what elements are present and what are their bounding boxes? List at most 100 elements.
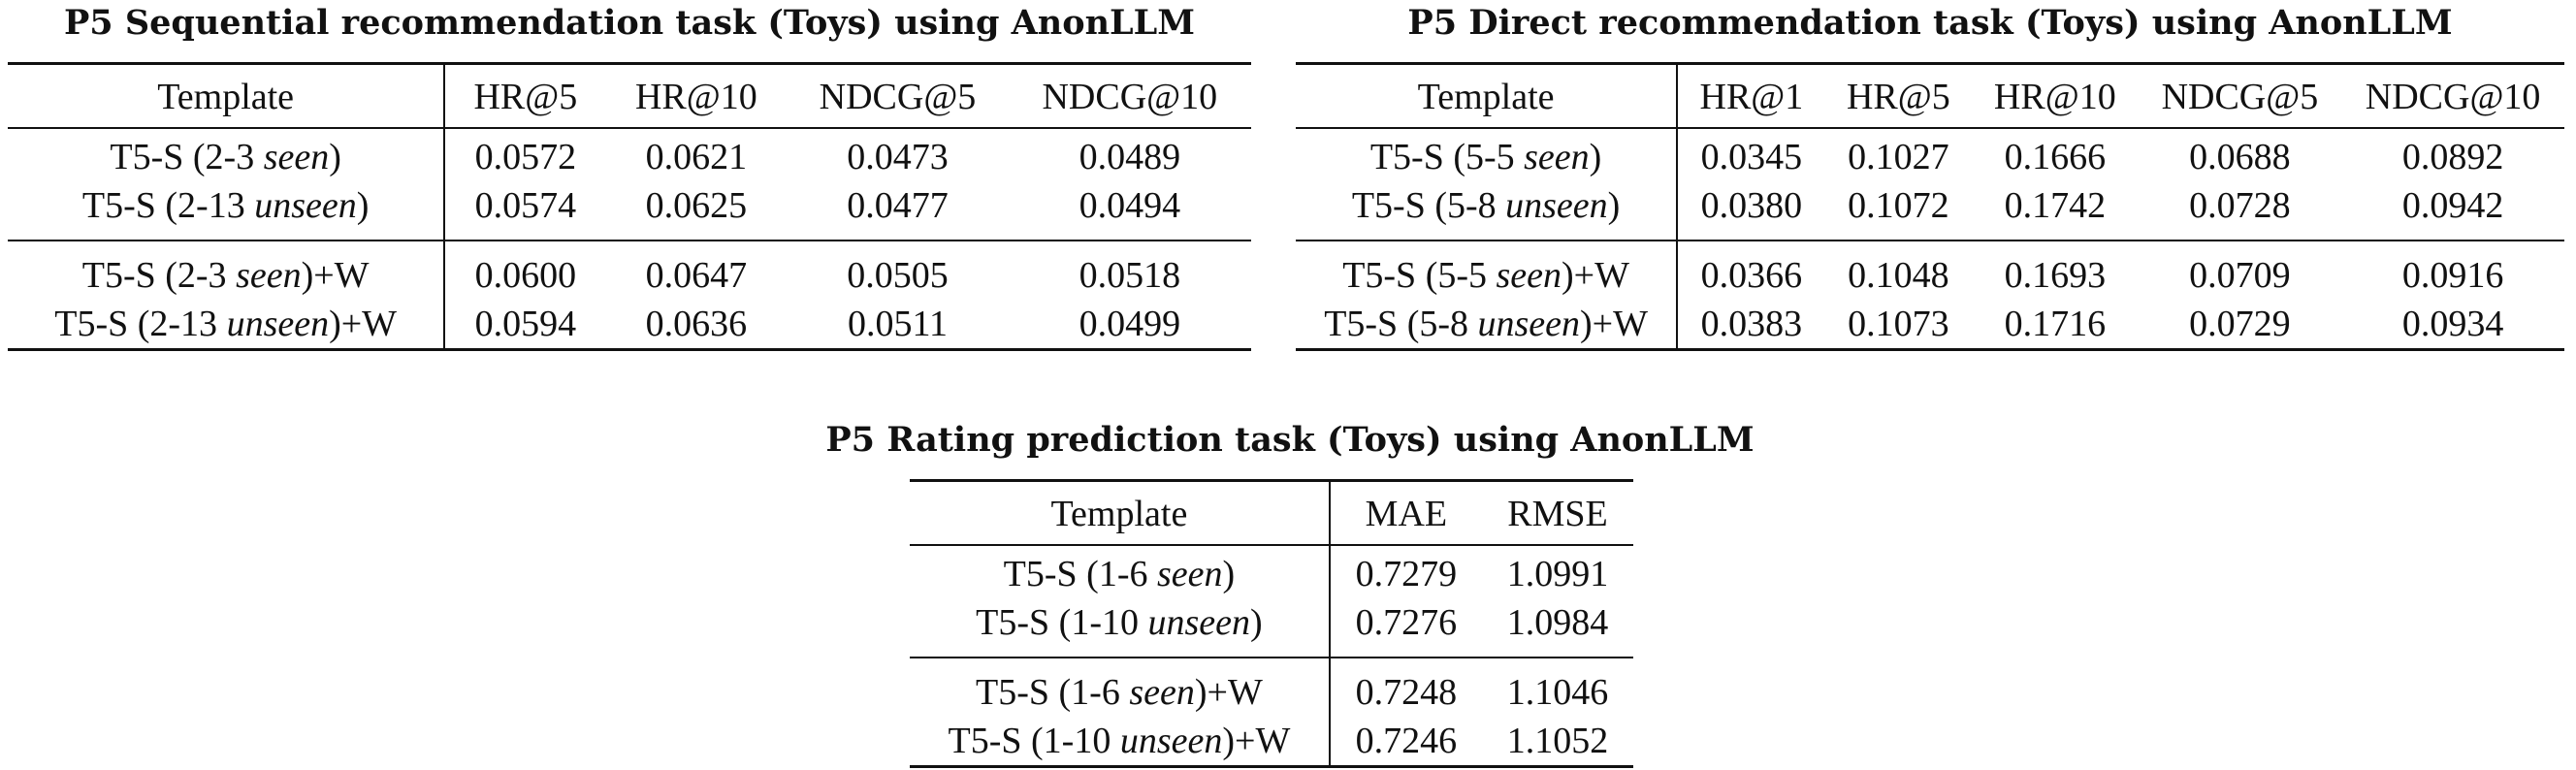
template-split-label: seen [1129, 672, 1195, 713]
rating-table-block: P5 Rating prediction task (Toys) using A… [757, 421, 1823, 768]
metric-value-cell: 0.1073 [1848, 304, 1949, 344]
rating-table-title: P5 Rating prediction task (Toys) using A… [825, 420, 1755, 460]
template-suffix: ) [329, 137, 341, 177]
template-split-label: seen [1156, 554, 1223, 594]
metric-value-cell: 0.0600 [444, 240, 606, 300]
table-row: T5-S (2-13 unseen) 0.0574 0.0625 0.0477 0.04… [8, 181, 1251, 241]
column-header-template: Template [1296, 63, 1679, 129]
table-row: T5-S (1-10 unseen)+W 0.7246 1.1052 [910, 717, 1633, 767]
table-row: T5-S (5-8 unseen) 0.0380 0.1072 0.1742 0.072… [1296, 181, 2564, 241]
template-prefix: T5-S (5-5 [1342, 255, 1497, 296]
template-cell: T5-S (2-13 unseen)+W [8, 300, 446, 350]
template-suffix: )+W [329, 304, 398, 344]
metric-value-cell: 0.0572 [474, 137, 577, 177]
template-cell: T5-S (2-3 seen) [8, 128, 446, 181]
metric-value-cell: 0.0625 [645, 185, 748, 226]
template-split-label: unseen [254, 185, 357, 226]
template-suffix: )+W [1194, 672, 1263, 713]
metric-value-cell: 0.0494 [1079, 185, 1181, 226]
template-split-label: unseen [1147, 602, 1251, 643]
metric-value-cell: 0.0473 [847, 137, 949, 177]
column-header-metric: NDCG@5 [2138, 63, 2342, 129]
table-row: T5-S (2-3 seen) 0.0572 0.0621 0.0473 0.0489 [8, 128, 1251, 181]
column-header-template: Template [8, 63, 446, 129]
metric-value-cell: 0.0518 [1008, 240, 1251, 300]
column-header-metric: MAE [1329, 480, 1482, 546]
template-cell: T5-S (5-5 seen) [1296, 128, 1679, 181]
template-split-label: unseen [1477, 304, 1581, 344]
column-header-template: Template [910, 480, 1331, 546]
template-prefix: T5-S (2-13 [81, 185, 255, 226]
metric-value-cell: 0.0477 [847, 185, 949, 226]
metric-value-cell: 0.1048 [1824, 240, 1973, 300]
template-split-label: unseen [226, 304, 330, 344]
template-prefix: T5-S (1-6 [976, 672, 1130, 713]
metric-value-cell: 0.0505 [787, 240, 1009, 300]
table-row: T5-S (1-6 seen) 0.7279 1.0991 [910, 545, 1633, 598]
template-cell: T5-S (1-6 seen) [910, 545, 1331, 598]
template-prefix: T5-S (1-10 [948, 721, 1120, 761]
template-split-label: seen [236, 255, 302, 296]
column-header-metric: HR@5 [444, 63, 606, 129]
column-header-metric: HR@10 [605, 63, 788, 129]
metric-value-cell: 0.7279 [1355, 554, 1458, 594]
metric-value-cell: 0.7276 [1355, 602, 1458, 643]
column-header-metric: RMSE [1481, 480, 1633, 546]
metric-value-cell: 0.7248 [1329, 657, 1482, 717]
template-split-label: seen [1496, 255, 1562, 296]
metric-value-cell: 0.0934 [2401, 304, 2504, 344]
metric-value-cell: 0.0594 [474, 304, 577, 344]
template-cell: T5-S (5-5 seen)+W [1296, 240, 1679, 300]
metric-value-cell: 0.0647 [605, 240, 788, 300]
metric-value-cell: 0.0511 [847, 304, 949, 344]
template-suffix: )+W [1580, 304, 1648, 344]
template-cell: T5-S (1-10 unseen)+W [910, 717, 1331, 767]
template-split-label: seen [263, 137, 330, 177]
metric-value-cell: 0.0574 [474, 185, 577, 226]
metric-value-cell: 0.0709 [2138, 240, 2342, 300]
template-cell: T5-S (2-13 unseen) [8, 181, 446, 241]
template-suffix: )+W [1562, 255, 1629, 296]
column-header-metric: NDCG@5 [787, 63, 1009, 129]
table-row: T5-S (5-8 unseen)+W 0.0383 0.1073 0.1716 0.0… [1296, 300, 2564, 350]
metric-value-cell: 1.0991 [1506, 554, 1609, 594]
metric-value-cell: 0.0489 [1079, 137, 1181, 177]
metric-value-cell: 0.1742 [2004, 185, 2107, 226]
template-suffix: )+W [1222, 721, 1291, 761]
table-row: T5-S (1-10 unseen) 0.7276 1.0984 [910, 598, 1633, 658]
metric-value-cell: 0.0729 [2189, 304, 2291, 344]
template-cell: T5-S (1-10 unseen) [910, 598, 1331, 658]
metric-value-cell: 0.1716 [2004, 304, 2107, 344]
direct-table-block: P5 Direct recommendation task (Toys) usi… [1296, 4, 2564, 351]
template-cell: T5-S (2-3 seen)+W [8, 240, 446, 300]
template-suffix: ) [1250, 602, 1263, 643]
metric-value-cell: 1.1046 [1481, 657, 1633, 717]
template-split-label: seen [1524, 137, 1590, 177]
metric-value-cell: 0.0380 [1700, 185, 1803, 226]
direct-table-title: P5 Direct recommendation task (Toys) usi… [1407, 3, 2453, 43]
column-header-metric: HR@1 [1677, 63, 1825, 129]
column-header-metric: HR@10 [1972, 63, 2139, 129]
metric-value-cell: 0.0688 [2189, 137, 2291, 177]
table-row: T5-S (1-6 seen)+W 0.7248 1.1046 [910, 657, 1633, 717]
template-suffix: ) [1222, 554, 1236, 594]
template-prefix: T5-S (2-3 [81, 255, 237, 296]
template-cell: T5-S (1-6 seen)+W [910, 657, 1331, 717]
template-cell: T5-S (5-8 unseen)+W [1296, 300, 1679, 350]
metric-value-cell: 0.0728 [2189, 185, 2291, 226]
template-prefix: T5-S (2-3 [110, 137, 264, 177]
template-prefix: T5-S (5-5 [1369, 137, 1525, 177]
rating-results-table: Template MAE RMSE T5-S (1-6 seen) 0.7279 1.0… [910, 479, 1633, 768]
sequential-results-table: Template HR@5 HR@10 NDCG@5 NDCG@10 T5-S (2-3… [8, 62, 1251, 351]
sequential-table-title: P5 Sequential recommendation task (Toys)… [63, 3, 1195, 43]
metric-value-cell: 0.0366 [1677, 240, 1825, 300]
template-prefix: T5-S (5-8 [1351, 185, 1506, 226]
column-header-metric: HR@5 [1824, 63, 1973, 129]
template-suffix: )+W [301, 255, 370, 296]
template-suffix: ) [356, 185, 370, 226]
metric-value-cell: 0.0636 [645, 304, 748, 344]
table-row: T5-S (5-5 seen) 0.0345 0.1027 0.1666 0.0688 0… [1296, 128, 2564, 181]
template-prefix: T5-S (1-6 [1003, 554, 1157, 594]
metric-value-cell: 0.0916 [2341, 240, 2564, 300]
metric-value-cell: 0.0892 [2401, 137, 2504, 177]
